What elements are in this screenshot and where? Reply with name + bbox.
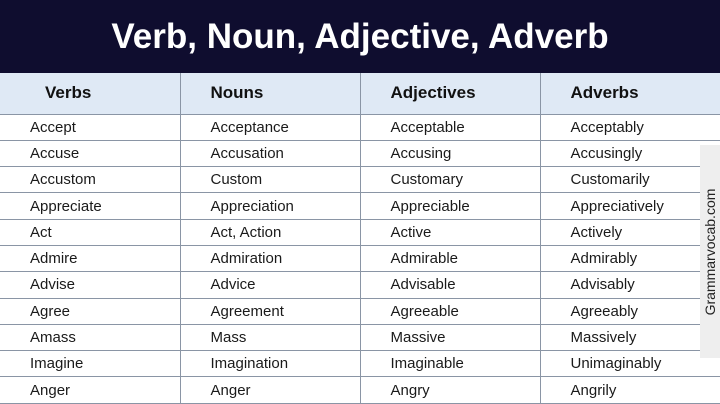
table-row: Act Act, Action Active Actively [0,219,720,246]
table-row: Advise Advice Advisable Advisably [0,271,720,299]
cell-verb: Accept [0,114,181,141]
cell-adjective: Agreeable [360,298,541,325]
cell-verb: Imagine [0,350,181,378]
table-row: Accustom Custom Customary Customarily [0,166,720,194]
cell-adverb: Advisably [540,271,720,299]
table-row: Accuse Accusation Accusing Accusingly [0,140,720,168]
cell-adverb: Unimaginably [540,350,720,378]
table-row: Admire Admiration Admirable Admirably [0,245,720,273]
cell-adjective: Acceptable [360,114,541,141]
cell-adverb: Appreciatively [540,192,720,220]
watermark-text: Grammarvocab.com [702,188,718,315]
word-forms-table: Verbs Nouns Adjectives Adverbs Accept Acc… [0,73,720,404]
cell-adjective: Imaginable [360,350,541,378]
cell-verb: Agree [0,298,181,325]
table-row: Imagine Imagination Imaginable Unimaginably [0,350,720,378]
cell-verb: Appreciate [0,192,181,220]
table-row: Anger Anger Angry Angrily [0,376,720,404]
header-nouns: Nouns [180,73,361,115]
cell-noun: Act, Action [180,219,361,246]
cell-noun: Custom [180,166,361,194]
header-adjectives: Adjectives [360,73,541,115]
header-adverbs: Adverbs [540,73,720,115]
cell-verb: Accuse [0,140,181,168]
cell-adjective: Angry [360,376,541,404]
cell-noun: Anger [180,376,361,404]
cell-noun: Advice [180,271,361,299]
header-row: Verbs Nouns Adjectives Adverbs [0,73,720,115]
page-title: Verb, Noun, Adjective, Adverb [0,0,720,73]
cell-verb: Admire [0,245,181,273]
cell-noun: Imagination [180,350,361,378]
cell-adjective: Advisable [360,271,541,299]
cell-adverb: Admirably [540,245,720,273]
cell-adverb: Actively [540,219,720,246]
table-row: Accept Acceptance Acceptable Acceptably [0,114,720,141]
cell-adverb: Acceptably [540,114,720,141]
cell-verb: Advise [0,271,181,299]
table-row: Amass Mass Massive Massively [0,324,720,352]
cell-verb: Act [0,219,181,246]
table-row: Appreciate Appreciation Appreciable Appreci… [0,192,720,220]
cell-adjective: Active [360,219,541,246]
cell-adjective: Appreciable [360,192,541,220]
cell-verb: Amass [0,324,181,352]
cell-noun: Accusation [180,140,361,168]
cell-adverb: Accusingly [540,140,720,168]
cell-adjective: Accusing [360,140,541,168]
header-verbs: Verbs [0,73,181,115]
cell-noun: Acceptance [180,114,361,141]
cell-adverb: Customarily [540,166,720,194]
cell-adverb: Agreeably [540,298,720,325]
cell-verb: Accustom [0,166,181,194]
cell-adjective: Admirable [360,245,541,273]
cell-adjective: Customary [360,166,541,194]
cell-adverb: Massively [540,324,720,352]
cell-adverb: Angrily [540,376,720,404]
cell-noun: Admiration [180,245,361,273]
table-row: Agree Agreement Agreeable Agreeably [0,298,720,325]
cell-verb: Anger [0,376,181,404]
cell-noun: Mass [180,324,361,352]
cell-adjective: Massive [360,324,541,352]
cell-noun: Agreement [180,298,361,325]
watermark: Grammarvocab.com [700,145,720,358]
cell-noun: Appreciation [180,192,361,220]
